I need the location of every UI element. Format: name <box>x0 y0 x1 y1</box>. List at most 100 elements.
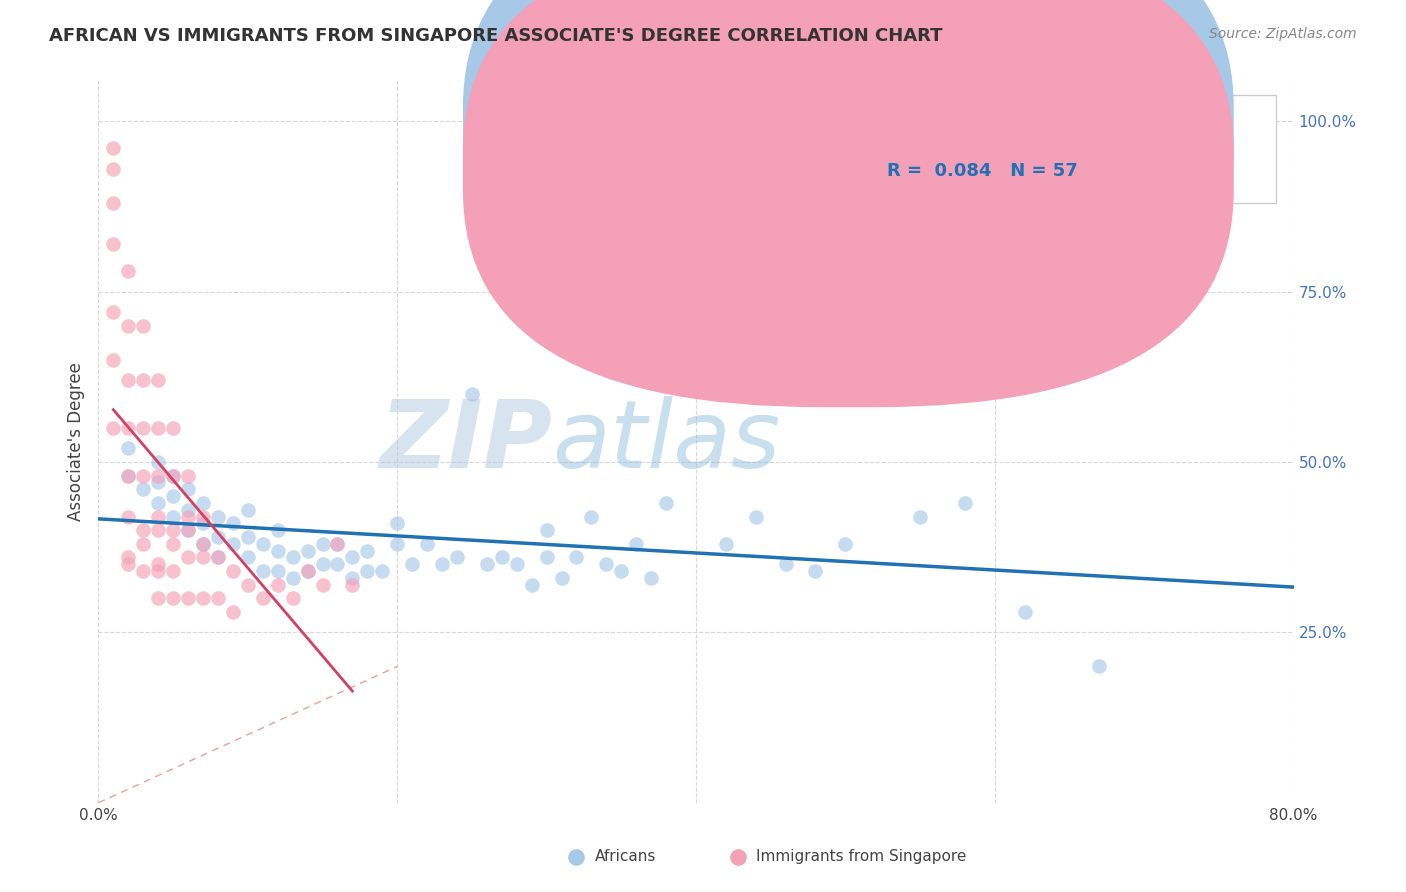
Point <box>162 468 184 483</box>
Point <box>191 550 214 565</box>
Point <box>148 373 170 387</box>
Point <box>117 264 139 278</box>
Point <box>117 558 139 572</box>
Point <box>401 558 423 572</box>
Point <box>745 509 768 524</box>
Point <box>267 523 290 537</box>
Point <box>342 550 364 565</box>
Point <box>655 496 678 510</box>
Point <box>610 564 633 578</box>
Point <box>132 421 155 435</box>
Point <box>162 523 184 537</box>
Point <box>640 571 662 585</box>
Point <box>132 537 155 551</box>
Point <box>371 564 394 578</box>
Point <box>908 509 931 524</box>
Point <box>148 591 170 606</box>
Point <box>177 509 200 524</box>
Point <box>207 550 229 565</box>
Point <box>326 558 349 572</box>
Point <box>581 509 603 524</box>
Text: atlas: atlas <box>553 396 780 487</box>
Point <box>356 543 378 558</box>
Point <box>148 496 170 510</box>
Point <box>103 305 125 319</box>
Point <box>685 847 707 861</box>
Point <box>162 421 184 435</box>
Point <box>191 537 214 551</box>
Point <box>177 523 200 537</box>
Point <box>148 475 170 490</box>
Point <box>162 489 184 503</box>
Point <box>132 373 155 387</box>
Point <box>461 387 484 401</box>
Text: ZIP: ZIP <box>380 395 553 488</box>
Text: Africans: Africans <box>595 849 655 864</box>
Point <box>297 564 319 578</box>
Point <box>536 523 558 537</box>
FancyBboxPatch shape <box>463 0 1234 364</box>
Point <box>207 591 229 606</box>
Point <box>207 550 229 565</box>
Point <box>342 571 364 585</box>
Point <box>267 577 290 591</box>
Point <box>103 421 125 435</box>
Point <box>416 537 439 551</box>
Point <box>103 141 125 155</box>
Point <box>491 550 513 565</box>
Point <box>191 496 214 510</box>
Point <box>953 496 976 510</box>
Point <box>103 196 125 211</box>
Point <box>148 564 170 578</box>
Point <box>311 537 333 551</box>
Point <box>311 577 333 591</box>
Point <box>117 421 139 435</box>
Point <box>834 537 856 551</box>
Point <box>236 577 259 591</box>
Point <box>385 516 409 531</box>
Point <box>236 502 259 516</box>
Point <box>430 558 453 572</box>
Point <box>162 564 184 578</box>
Point <box>1014 605 1036 619</box>
Point <box>536 550 558 565</box>
Point <box>595 558 617 572</box>
Point <box>191 591 214 606</box>
Point <box>103 161 125 176</box>
Point <box>252 591 274 606</box>
Point <box>132 523 155 537</box>
Point <box>177 468 200 483</box>
Point <box>311 558 333 572</box>
Point <box>117 468 139 483</box>
Point <box>148 523 170 537</box>
Point <box>446 550 468 565</box>
Point <box>177 550 200 565</box>
Point <box>207 530 229 544</box>
Point <box>506 558 529 572</box>
Point <box>1088 659 1111 673</box>
Point <box>236 530 259 544</box>
Point <box>475 558 498 572</box>
Point <box>162 537 184 551</box>
Point <box>385 537 409 551</box>
Point <box>222 564 245 578</box>
Point <box>103 352 125 367</box>
Text: AFRICAN VS IMMIGRANTS FROM SINGAPORE ASSOCIATE'S DEGREE CORRELATION CHART: AFRICAN VS IMMIGRANTS FROM SINGAPORE ASS… <box>49 27 942 45</box>
Point <box>177 482 200 496</box>
Point <box>252 564 274 578</box>
Point <box>177 523 200 537</box>
Point <box>148 421 170 435</box>
Point <box>191 537 214 551</box>
Point <box>222 605 245 619</box>
Point <box>565 550 588 565</box>
Point <box>326 537 349 551</box>
Point <box>132 468 155 483</box>
Point <box>886 847 908 861</box>
Point <box>281 550 304 565</box>
Point <box>117 373 139 387</box>
Y-axis label: Associate's Degree: Associate's Degree <box>66 362 84 521</box>
Point <box>222 537 245 551</box>
Point <box>222 516 245 531</box>
Point <box>356 564 378 578</box>
Point <box>117 550 139 565</box>
